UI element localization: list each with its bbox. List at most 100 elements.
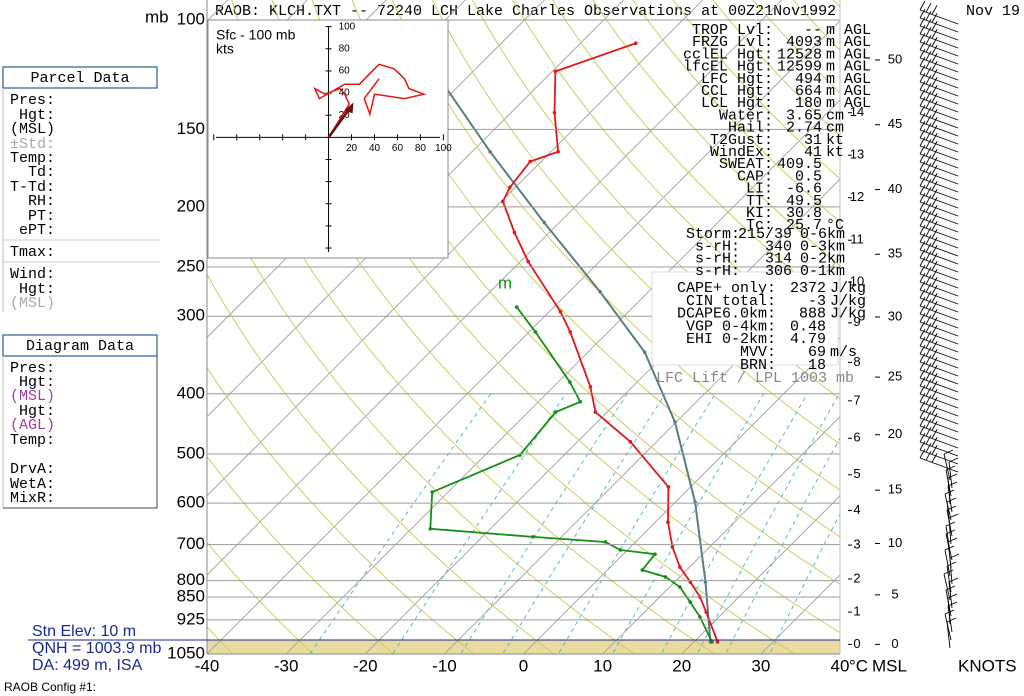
wind-barb-flag: [931, 157, 938, 167]
dry-adiabat: [984, 0, 1024, 667]
wind-barb-flag: [925, 402, 932, 413]
index-value: 12528: [777, 46, 822, 63]
wind-barb-shaft: [919, 433, 959, 449]
height-axis-label: MSL: [872, 656, 907, 675]
hodograph-y-tick-label: 100: [339, 21, 356, 32]
wind-barb-flag: [919, 88, 926, 99]
diagram_panel-header: [2, 334, 158, 357]
y-tick-label: 150: [177, 119, 205, 138]
km-tick-label: 6: [853, 430, 860, 445]
index-label: Tc:: [746, 217, 773, 234]
index-value: 12599: [777, 59, 822, 76]
wind-barb-flag: [925, 338, 932, 349]
wind-barb-shaft: [919, 305, 959, 321]
x-tick-label: 40: [831, 656, 850, 675]
index-label: DCAPE6.0km:: [677, 306, 776, 323]
temperature-profile-vertex: [512, 230, 517, 235]
kft-tick-label: 20: [888, 426, 902, 441]
wind-barb-flag: [931, 453, 938, 463]
parcel_panel-field: (MSL): [10, 295, 55, 312]
hodograph-x-tick-label: 100: [435, 143, 452, 154]
wind-barb-flag: [931, 101, 938, 111]
parcel_panel-field: Td:: [10, 164, 55, 181]
dry-adiabat: [391, 0, 840, 491]
wind-barb-flag: [931, 349, 938, 359]
dewpoint-profile-vertex: [640, 568, 645, 572]
wind-barb-flag: [919, 240, 926, 251]
wind-barb-flag: [925, 274, 932, 285]
diagram_panel-field: WetA:: [10, 476, 55, 493]
x-tick-label: -30: [274, 656, 299, 675]
index-value: --: [804, 22, 822, 39]
wind-barb-flag: [925, 314, 932, 325]
parcel_panel-field: (MSL): [10, 121, 55, 138]
km-tick-label: 8: [853, 354, 860, 369]
index-value: 3.65: [786, 107, 822, 124]
wind-barb-shaft: [919, 65, 959, 81]
wind-barb-flag: [931, 317, 938, 327]
storm-motion-arrow: [327, 106, 352, 139]
wind-barb-flag: [925, 418, 932, 429]
y-tick-label: 300: [177, 306, 205, 325]
index-unit: J/kg: [830, 280, 866, 297]
kft-tick-label: 5: [891, 586, 898, 601]
dewpoint-profile-vertex: [698, 615, 702, 619]
wind-barb-shaft: [919, 337, 959, 353]
wind-barb-flag: [925, 2, 932, 13]
y-tick-label: 1050: [167, 643, 205, 662]
wind-barb-shaft: [919, 89, 959, 105]
dry-adiabat: [431, 0, 840, 445]
wind-barb-shaft: [919, 57, 959, 73]
index-value: 25.7: [786, 217, 822, 234]
temperature-profile-vertex: [666, 485, 671, 489]
y-tick-label: 250: [177, 257, 205, 276]
wind-barb-flag: [925, 362, 932, 373]
index-value: 494: [795, 71, 822, 88]
index-unit: kt: [826, 144, 844, 161]
wind-barb-flag: [919, 168, 926, 179]
wind-barb-flag: [931, 165, 938, 175]
index-label: EHI 0-2km:: [686, 331, 776, 348]
diagram_panel-field: Temp:: [10, 432, 55, 449]
wind-barb-shaft: [919, 49, 959, 65]
wind-barb-flag: [919, 336, 926, 347]
wind-barb-flag: [931, 53, 938, 63]
isotherm: [207, 20, 840, 654]
wind-barb-flag: [919, 152, 926, 163]
x-tick-label: -20: [353, 656, 378, 675]
dewpoint-profile-vertex: [428, 527, 433, 531]
index-unit: m AGL: [826, 34, 871, 51]
wind-barb-flag: [931, 421, 938, 431]
km-tick-label: 2: [853, 570, 860, 585]
wind-barb-flag: [931, 221, 938, 231]
dry-adiabat: [207, 171, 635, 654]
parcel_panel-field: Pres:: [10, 92, 55, 109]
wind-barb-flag: [925, 210, 932, 221]
wind-barb-flag: [925, 170, 932, 181]
km-tick-label: 10: [850, 274, 864, 289]
km-tick-label: 1: [853, 603, 860, 618]
temperature-profile-vertex: [556, 149, 560, 154]
wind-barb-flag: [925, 10, 932, 21]
dry-adiabat: [865, 0, 1024, 667]
wind-barb-flag: [925, 42, 932, 53]
dewpoint-profile: [429, 306, 713, 643]
index-unit: 0-3km: [800, 238, 845, 255]
wind-barb-flag: [931, 189, 938, 199]
index-label: MVV:: [740, 344, 776, 361]
wind-barb-flag: [931, 333, 938, 343]
index-value: 215/39: [738, 226, 792, 243]
wind-barb-shaft: [919, 409, 959, 425]
wind-barb-flag: [919, 368, 926, 379]
wind-barb-shaft: [919, 161, 959, 177]
wind-barb-flag: [949, 553, 960, 559]
index-unit: m AGL: [826, 59, 871, 76]
isotherm: [207, 0, 625, 418]
wind-barb-flag: [925, 138, 932, 149]
diagram_panel-field: (AGL): [10, 417, 55, 434]
hodograph-unit: kts: [216, 41, 234, 57]
y-tick-label: 850: [177, 587, 205, 606]
temperature-profile: [501, 42, 719, 643]
y-tick-label: 925: [177, 609, 205, 628]
dewpoint-profile-vertex: [568, 380, 572, 384]
